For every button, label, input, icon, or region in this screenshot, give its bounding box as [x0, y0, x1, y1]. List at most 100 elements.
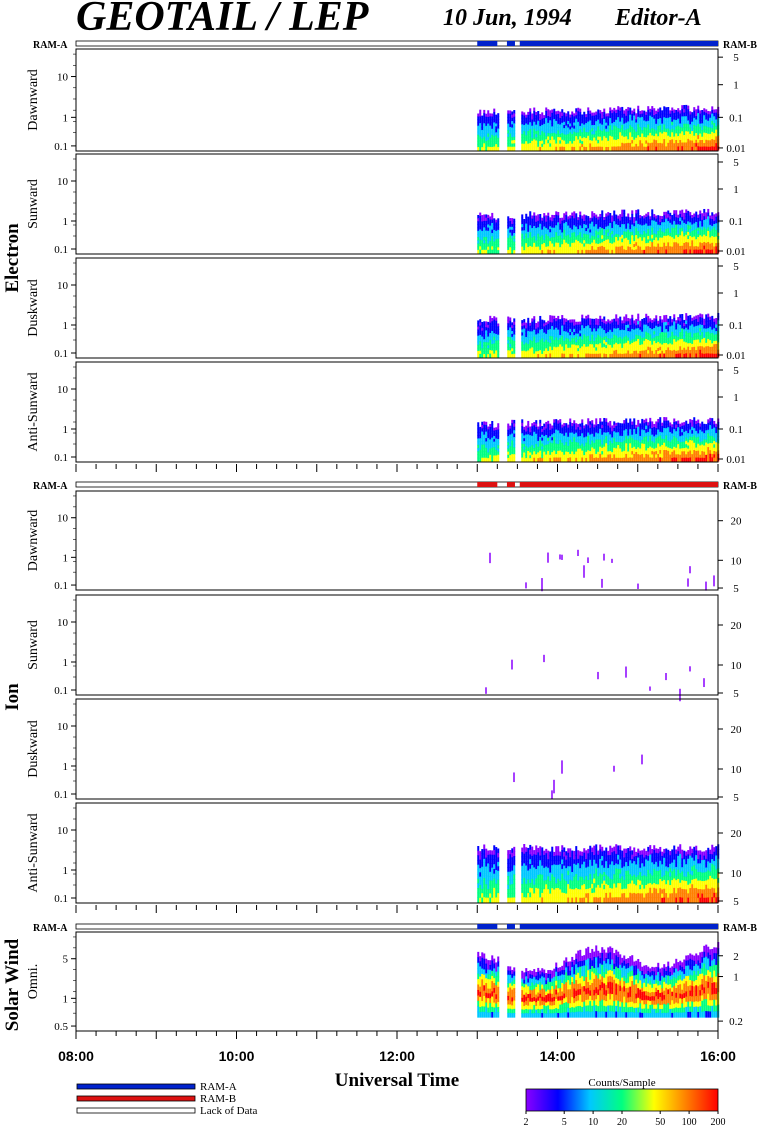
group-label: Electron: [2, 223, 23, 293]
r-tick-label: 1: [733, 972, 739, 984]
ram-a-label: RAM-A: [33, 923, 68, 934]
y-tick-label: 0.1: [54, 141, 68, 153]
panel-label: Dawnward: [26, 69, 41, 130]
r-tick-label: 0.01: [726, 454, 745, 466]
panel-anti-sunward: Anti-Sunward 10 1 0.1 20 10 5: [26, 802, 743, 908]
panel-duskward: Duskward 10 1 0.1 5 1 0.1 0.01: [26, 257, 746, 362]
r-tick-label: 0.01: [726, 350, 745, 362]
colorbar: Counts/Sample 2 5 10 20 50 100 200: [524, 1077, 726, 1128]
x-tick-label: 12:00: [379, 1048, 415, 1064]
y-tick-label: 10: [57, 72, 69, 84]
ram-bar-segment: [506, 41, 515, 46]
panel-frame: [75, 594, 719, 696]
y-tick-label: 1: [63, 216, 69, 228]
r-tick-label: 0.1: [729, 424, 743, 436]
r-tick-label: 20: [731, 828, 743, 840]
ram-b-label: RAM-B: [723, 481, 757, 492]
r-tick-label: 5: [733, 157, 739, 169]
group-label: Solar Wind: [2, 938, 23, 1031]
y-tick-label: 0.1: [54, 789, 68, 801]
ram-bar-segment: [477, 482, 498, 487]
colorbar-tick-label: 2: [524, 1117, 529, 1128]
colorbar-tick-label: 5: [562, 1117, 567, 1128]
ram-bar-segment: [477, 924, 498, 929]
colorbar-gradient: [525, 1088, 719, 1112]
y-tick-label: 10: [57, 280, 69, 292]
panel-sunward: Sunward 10 1 0.1 5 1 0.1 0.01: [26, 153, 746, 258]
ram-bar-segment: [519, 482, 718, 487]
ram-bar-segment: [506, 924, 515, 929]
legend-label: RAM-B: [200, 1093, 236, 1105]
r-tick-label: 1: [733, 392, 739, 404]
r-tick-label: 5: [733, 52, 739, 64]
y-tick-label: 0.1: [54, 348, 68, 360]
r-tick-label: 0.1: [729, 320, 743, 332]
y-tick-label: 1: [63, 657, 69, 669]
r-tick-label: 20: [731, 516, 743, 528]
y-tick-label: 10: [57, 825, 69, 837]
r-tick-label: 0.01: [726, 143, 745, 155]
y-tick-label: 1: [63, 865, 69, 877]
panel-frame: [75, 490, 719, 591]
panel-label: Sunward: [26, 179, 41, 229]
panel-label: Duskward: [26, 720, 41, 778]
r-tick-label: 0.01: [726, 246, 745, 258]
legend-label: RAM-A: [200, 1081, 237, 1093]
ram-bar-segment: [519, 924, 718, 929]
y-tick-label: 1: [63, 112, 69, 124]
panel-frame: [75, 48, 719, 152]
colorbar-tick-label: 100: [682, 1117, 697, 1128]
group-label: Ion: [2, 683, 23, 711]
colorbar-title: Counts/Sample: [588, 1077, 655, 1089]
ram-a-label: RAM-A: [33, 481, 68, 492]
r-tick-label: 5: [733, 792, 739, 804]
panel-label: Duskward: [26, 279, 41, 337]
y-tick-label: 10: [57, 176, 69, 188]
panel-label: Anti-Sunward: [26, 372, 41, 451]
y-tick-label: 0.1: [54, 452, 68, 464]
panel-frame: [75, 802, 719, 904]
panel-sunward: Sunward 10 1 0.1 20 10 5: [26, 594, 743, 702]
panel-label: Omni.: [26, 964, 41, 999]
y-tick-label: 1: [63, 552, 69, 564]
r-tick-label: 10: [731, 660, 743, 672]
panel-frame: [75, 153, 719, 255]
editor-label: Editor-A: [614, 5, 702, 31]
panel-label: Dawnward: [26, 510, 41, 571]
panel-label: Anti-Sunward: [26, 813, 41, 892]
legend-label: Lack of Data: [200, 1105, 258, 1117]
legend-swatch: [76, 1095, 196, 1102]
r-tick-label: 5: [733, 261, 739, 273]
panel-label: Sunward: [26, 620, 41, 670]
panel-frame: [75, 698, 719, 800]
panel-anti-sunward: Anti-Sunward 10 1 0.1 5 1 0.1 0.01: [26, 361, 746, 466]
y-tick-label: 0.1: [54, 244, 68, 256]
y-tick-label: 0.5: [54, 1021, 68, 1033]
y-tick-label: 10: [57, 513, 69, 525]
colorbar-tick-label: 200: [711, 1117, 726, 1128]
page-title: GEOTAIL / LEP: [76, 0, 369, 40]
r-tick-label: 1: [733, 184, 739, 196]
panel-frame: [75, 257, 719, 359]
r-tick-label: 0.1: [729, 112, 743, 124]
r-tick-label: 1: [733, 288, 739, 300]
r-tick-label: 5: [733, 896, 739, 908]
colorbar-tick-label: 50: [655, 1117, 665, 1128]
r-tick-label: 5: [733, 583, 739, 595]
panel-omni-: Omni. 5 1 0.5 2 1 0.2: [26, 931, 743, 1033]
r-tick-label: 5: [733, 365, 739, 377]
ram-bar-segment: [477, 41, 498, 46]
ram-a-label: RAM-A: [33, 40, 68, 51]
colorbar-tick-label: 10: [588, 1117, 598, 1128]
r-tick-label: 0.1: [729, 216, 743, 228]
x-tick-label: 08:00: [58, 1048, 94, 1064]
ram-b-label: RAM-B: [723, 923, 757, 934]
y-tick-label: 1: [63, 320, 69, 332]
y-tick-label: 1: [63, 424, 69, 436]
r-tick-label: 5: [733, 688, 739, 700]
panel-dawnward: Dawnward 10 1 0.1 20 10 5: [26, 490, 743, 595]
r-tick-label: 10: [731, 764, 743, 776]
x-tick-label: 10:00: [219, 1048, 255, 1064]
